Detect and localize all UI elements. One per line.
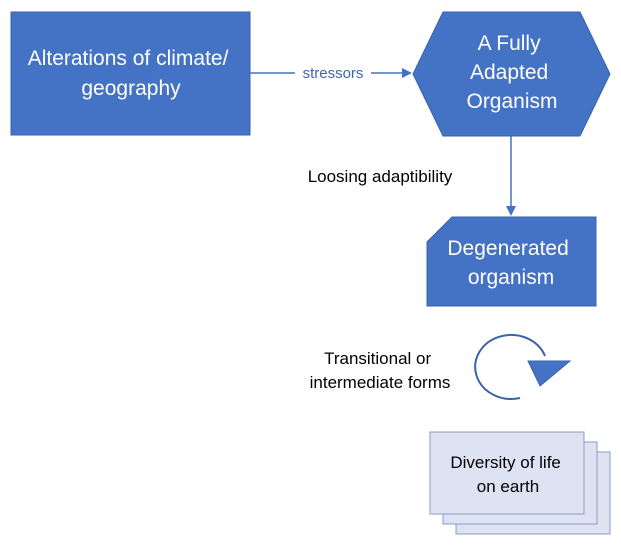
- svg-text:Diversity of life on ear: Diversity of life on earth: [450, 453, 565, 496]
- node-alterations-line1: Alterations of climate/: [28, 47, 229, 70]
- node-alterations-shape: [10, 11, 251, 136]
- node-degenerated-line2: organism: [468, 266, 554, 289]
- cycle-label-line2: intermediate forms: [310, 373, 451, 392]
- node-alterations-line2: geography: [81, 77, 181, 100]
- node-adapted-line3: Organism: [466, 90, 557, 113]
- node-adapted-line2: Adapted: [470, 61, 548, 84]
- node-degenerated-line1: Degenerated: [447, 237, 568, 260]
- edge-stressors-label-bg: [295, 63, 371, 83]
- svg-text:Transitional or intermed: Transitional or intermediate forms: [310, 349, 451, 392]
- svg-text:Alterations of climate/: Alterations of climate/ geography: [28, 47, 235, 100]
- node-diversity-sheet-front: [429, 431, 585, 515]
- edge-loosing-label: Loosing adaptibility: [308, 167, 453, 186]
- cycle-label-line1: Transitional or: [324, 349, 431, 368]
- cycle-arrow-head: [527, 360, 572, 387]
- node-alterations: Alterations of climate/ geography: [10, 11, 251, 136]
- node-adapted-shape: [412, 11, 611, 137]
- edge-stressors: stressors: [250, 63, 412, 83]
- node-diversity: Diversity of life on earth: [429, 431, 611, 535]
- node-degenerated-shape: [426, 216, 597, 307]
- cycle-transitional: Transitional or intermediate forms: [310, 333, 572, 400]
- svg-text:A Fully Adapted Or: A Fully Adapted Organism: [466, 32, 557, 113]
- cycle-arrow-arc: [474, 333, 546, 400]
- node-diversity-line1: Diversity of life: [450, 453, 561, 472]
- node-degenerated: Degenerated organism: [426, 216, 597, 307]
- svg-text:Degenerated organism: Degenerated organism: [447, 237, 574, 289]
- node-diversity-line2: on earth: [477, 477, 539, 496]
- edge-stressors-label: stressors: [303, 65, 364, 82]
- node-adapted: A Fully Adapted Organism: [412, 11, 611, 137]
- edge-loosing: Loosing adaptibility: [308, 136, 516, 216]
- node-adapted-line1: A Fully: [478, 32, 542, 55]
